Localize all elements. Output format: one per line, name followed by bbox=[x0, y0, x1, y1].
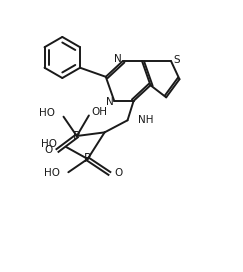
Text: O: O bbox=[115, 168, 123, 178]
Text: P: P bbox=[84, 152, 91, 165]
Text: P: P bbox=[73, 129, 80, 143]
Text: NH: NH bbox=[138, 115, 153, 125]
Text: N: N bbox=[114, 54, 122, 64]
Text: N: N bbox=[105, 97, 113, 107]
Text: S: S bbox=[173, 55, 180, 65]
Text: HO: HO bbox=[39, 108, 55, 118]
Text: OH: OH bbox=[91, 107, 107, 117]
Text: O: O bbox=[44, 146, 52, 156]
Text: HO: HO bbox=[44, 168, 60, 178]
Text: HO: HO bbox=[42, 140, 58, 149]
